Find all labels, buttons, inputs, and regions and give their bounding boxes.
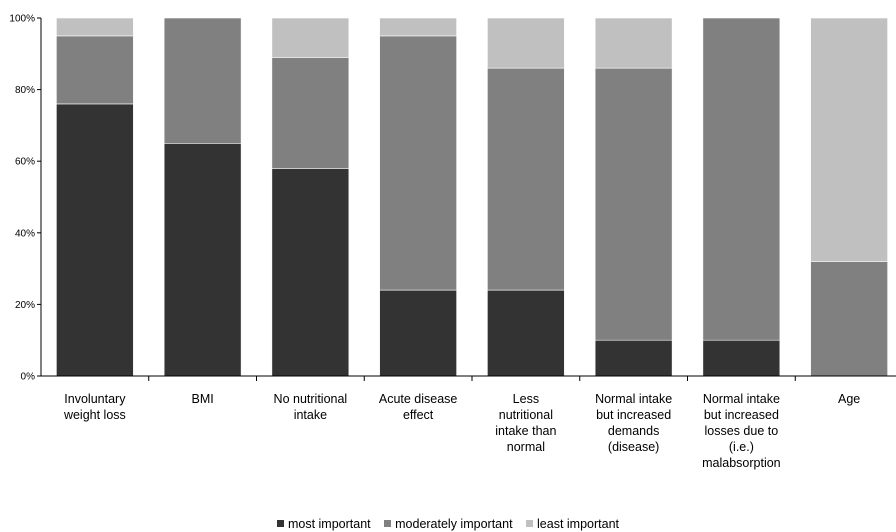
bars <box>56 18 887 376</box>
legend-swatch-most-important <box>277 520 284 527</box>
bar-segment-least-important <box>811 18 888 261</box>
bar-segment-least-important <box>487 18 564 68</box>
bar-segment-most-important <box>487 290 564 376</box>
bar-segment-moderately-important <box>164 18 241 143</box>
category-labels: Involuntary weight loss BMI No nutritional i… <box>63 392 860 470</box>
bar-segment-moderately-important <box>595 68 672 340</box>
bar-segment-moderately-important <box>703 18 780 340</box>
bar-segment-least-important <box>595 18 672 68</box>
x-tick-label: Involuntary weight loss <box>63 392 126 422</box>
bar-segment-least-important <box>380 18 457 36</box>
legend-item-most-important: most important <box>277 516 371 532</box>
legend-swatch-least-important <box>526 520 533 527</box>
y-tick-label: 60% <box>15 157 35 168</box>
y-axis-ticks: 0% 20% 40% 60% 80% 100% <box>9 14 41 383</box>
legend-item-least-important: least important <box>526 516 619 532</box>
legend-item-moderately-important: moderately important <box>384 516 512 532</box>
x-tick-label: Age <box>838 392 860 406</box>
legend-label-least-important: least important <box>537 517 619 531</box>
legend-label-most-important: most important <box>288 517 371 531</box>
x-tick-label: Acute disease effect <box>379 392 458 422</box>
x-tick-label: Less nutritional intake than normal <box>495 392 556 454</box>
y-tick-label: 100% <box>9 14 35 25</box>
y-tick-label: 40% <box>15 228 35 239</box>
x-tick-label: Normal intake but increased losses due to(… <box>702 392 781 470</box>
legend-swatch-moderately-important <box>384 520 391 527</box>
x-tick-label: Normal intake but increased demands (diseas… <box>595 392 672 454</box>
bar-segment-least-important <box>272 18 349 57</box>
bar-segment-least-important <box>56 18 133 36</box>
bar-segment-most-important <box>56 104 133 376</box>
bar-segment-most-important <box>272 168 349 376</box>
bar-segment-most-important <box>380 290 457 376</box>
bar-segment-moderately-important <box>487 68 564 290</box>
bar-segment-most-important <box>595 340 672 376</box>
bar-segment-most-important <box>164 143 241 376</box>
x-tick-label: BMI <box>192 392 214 406</box>
bar-segment-moderately-important <box>380 36 457 290</box>
bar-segment-moderately-important <box>272 57 349 168</box>
bar-segment-moderately-important <box>56 36 133 104</box>
bar-segment-most-important <box>703 340 780 376</box>
y-tick-label: 20% <box>15 300 35 311</box>
x-tick-label: No nutritional intake <box>274 392 348 422</box>
legend-label-moderately-important: moderately important <box>395 517 512 531</box>
legend: most important moderately important leas… <box>0 516 896 532</box>
y-tick-label: 0% <box>21 372 36 383</box>
bar-segment-moderately-important <box>811 261 888 376</box>
y-tick-label: 80% <box>15 85 35 96</box>
